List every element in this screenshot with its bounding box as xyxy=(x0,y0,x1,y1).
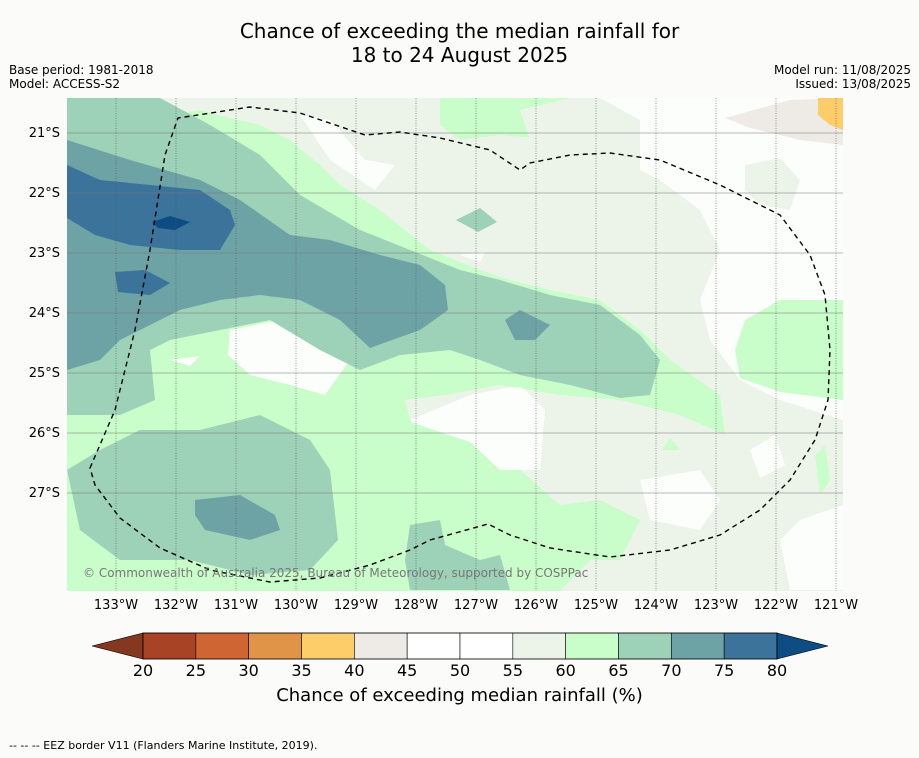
contour-80-plus xyxy=(152,216,190,230)
contour-45-55 xyxy=(600,98,843,590)
copyright-notice: © Commonwealth of Australia 2025, Bureau… xyxy=(83,566,589,580)
map-title: Chance of exceeding the median rainfall … xyxy=(0,19,919,67)
colorbar-segment xyxy=(248,632,302,660)
model-run: Model run: 11/08/2025 xyxy=(773,63,911,77)
lon-gridlines xyxy=(115,98,837,591)
lat-label: 22°S xyxy=(28,186,60,201)
title-line-1: Chance of exceeding the median rainfall … xyxy=(239,19,680,43)
lon-label: 131°W xyxy=(213,598,259,613)
lat-label: 26°S xyxy=(28,426,60,441)
lat-label: 27°S xyxy=(28,486,60,501)
colorbar-under-arrow xyxy=(91,632,144,660)
lon-label: 127°W xyxy=(453,598,499,613)
lon-label: 125°W xyxy=(573,598,619,613)
colorbar-tick-label: 65 xyxy=(608,661,629,680)
contour-70-75 xyxy=(505,310,550,340)
eez-footnote: -- -- -- EEZ border V11 (Flanders Marine… xyxy=(9,739,318,752)
lon-label: 121°W xyxy=(813,598,859,613)
contour-55-60 xyxy=(745,158,800,210)
colorbar-segment xyxy=(512,632,566,660)
contour-45-55 xyxy=(300,115,395,190)
eez-border xyxy=(89,106,831,583)
lat-gridlines xyxy=(67,132,843,494)
colorbar-tick-label: 20 xyxy=(132,661,154,680)
title-line-2: 18 to 24 August 2025 xyxy=(350,43,569,67)
colorbar-tick-label: 25 xyxy=(185,661,206,680)
contour-65-70 xyxy=(405,520,510,590)
contour-75-80 xyxy=(115,270,170,295)
lat-label: 21°S xyxy=(28,126,60,141)
contour-65-70 xyxy=(67,415,338,575)
colorbar-segments xyxy=(142,632,778,660)
base-period: Base period: 1981-2018 xyxy=(9,63,154,77)
colorbar-tick-label: 70 xyxy=(661,661,682,680)
contour-65-70 xyxy=(456,208,497,232)
contour-75-80 xyxy=(67,165,235,250)
colorbar-segment xyxy=(142,632,197,660)
meta-left: Base period: 1981-2018 Model: ACCESS-S2 xyxy=(9,63,154,91)
issued-date: Issued: 13/08/2025 xyxy=(795,77,911,91)
lat-label: 24°S xyxy=(28,306,60,321)
model-name: Model: ACCESS-S2 xyxy=(9,77,121,91)
lat-label: 25°S xyxy=(28,366,60,381)
lon-label: 132°W xyxy=(153,598,199,613)
colorbar-tick-label: 30 xyxy=(238,661,259,680)
meta-right: Model run: 11/08/2025 Issued: 13/08/2025 xyxy=(774,63,911,91)
lon-label: 124°W xyxy=(633,598,679,613)
colorbar-segment xyxy=(671,632,725,660)
lon-label: 129°W xyxy=(333,598,379,613)
lon-label: 130°W xyxy=(273,598,319,613)
colorbar-tick-label: 40 xyxy=(344,661,365,680)
lon-label: 126°W xyxy=(513,598,559,613)
contour-45-55 xyxy=(460,252,485,262)
contour-layer xyxy=(67,98,843,591)
colorbar-tick-label: 60 xyxy=(555,661,576,680)
lon-label: 122°W xyxy=(753,598,799,613)
contour-45-55 xyxy=(170,356,200,366)
contour-60-65 xyxy=(735,300,843,400)
colorbar-segment xyxy=(459,632,514,660)
colorbar-segment xyxy=(195,632,249,660)
colorbar-segment xyxy=(723,632,778,660)
lon-label: 128°W xyxy=(393,598,439,613)
colorbar-segment xyxy=(354,632,408,660)
contour-45-55 xyxy=(410,387,545,470)
colorbar-frame xyxy=(142,632,778,660)
colorbar xyxy=(91,632,829,660)
contour-60-65 xyxy=(662,438,680,450)
contour-35-40 xyxy=(818,98,843,130)
lat-label: 23°S xyxy=(28,246,60,261)
colorbar-tick-label: 75 xyxy=(713,661,735,680)
colorbar-tick-label: 50 xyxy=(449,661,471,680)
colorbar-segment xyxy=(406,632,461,660)
contour-45-55 xyxy=(640,470,720,530)
lon-label: 123°W xyxy=(693,598,739,613)
colorbar-label: Chance of exceeding median rainfall (%) xyxy=(276,685,643,706)
contour-55-60 xyxy=(520,98,640,170)
colorbar-tick-label: 80 xyxy=(766,661,788,680)
contour-60-65 xyxy=(815,445,830,495)
lon-label: 133°W xyxy=(93,598,139,613)
colorbar-segment xyxy=(565,632,619,660)
colorbar-tick-label: 55 xyxy=(502,661,523,680)
colorbar-segment xyxy=(618,632,672,660)
colorbar-over-arrow xyxy=(776,632,829,660)
colorbar-tick-label: 45 xyxy=(396,661,418,680)
contour-70-75 xyxy=(195,495,280,540)
colorbar-tick-label: 35 xyxy=(291,661,312,680)
colorbar-segment xyxy=(301,632,355,660)
